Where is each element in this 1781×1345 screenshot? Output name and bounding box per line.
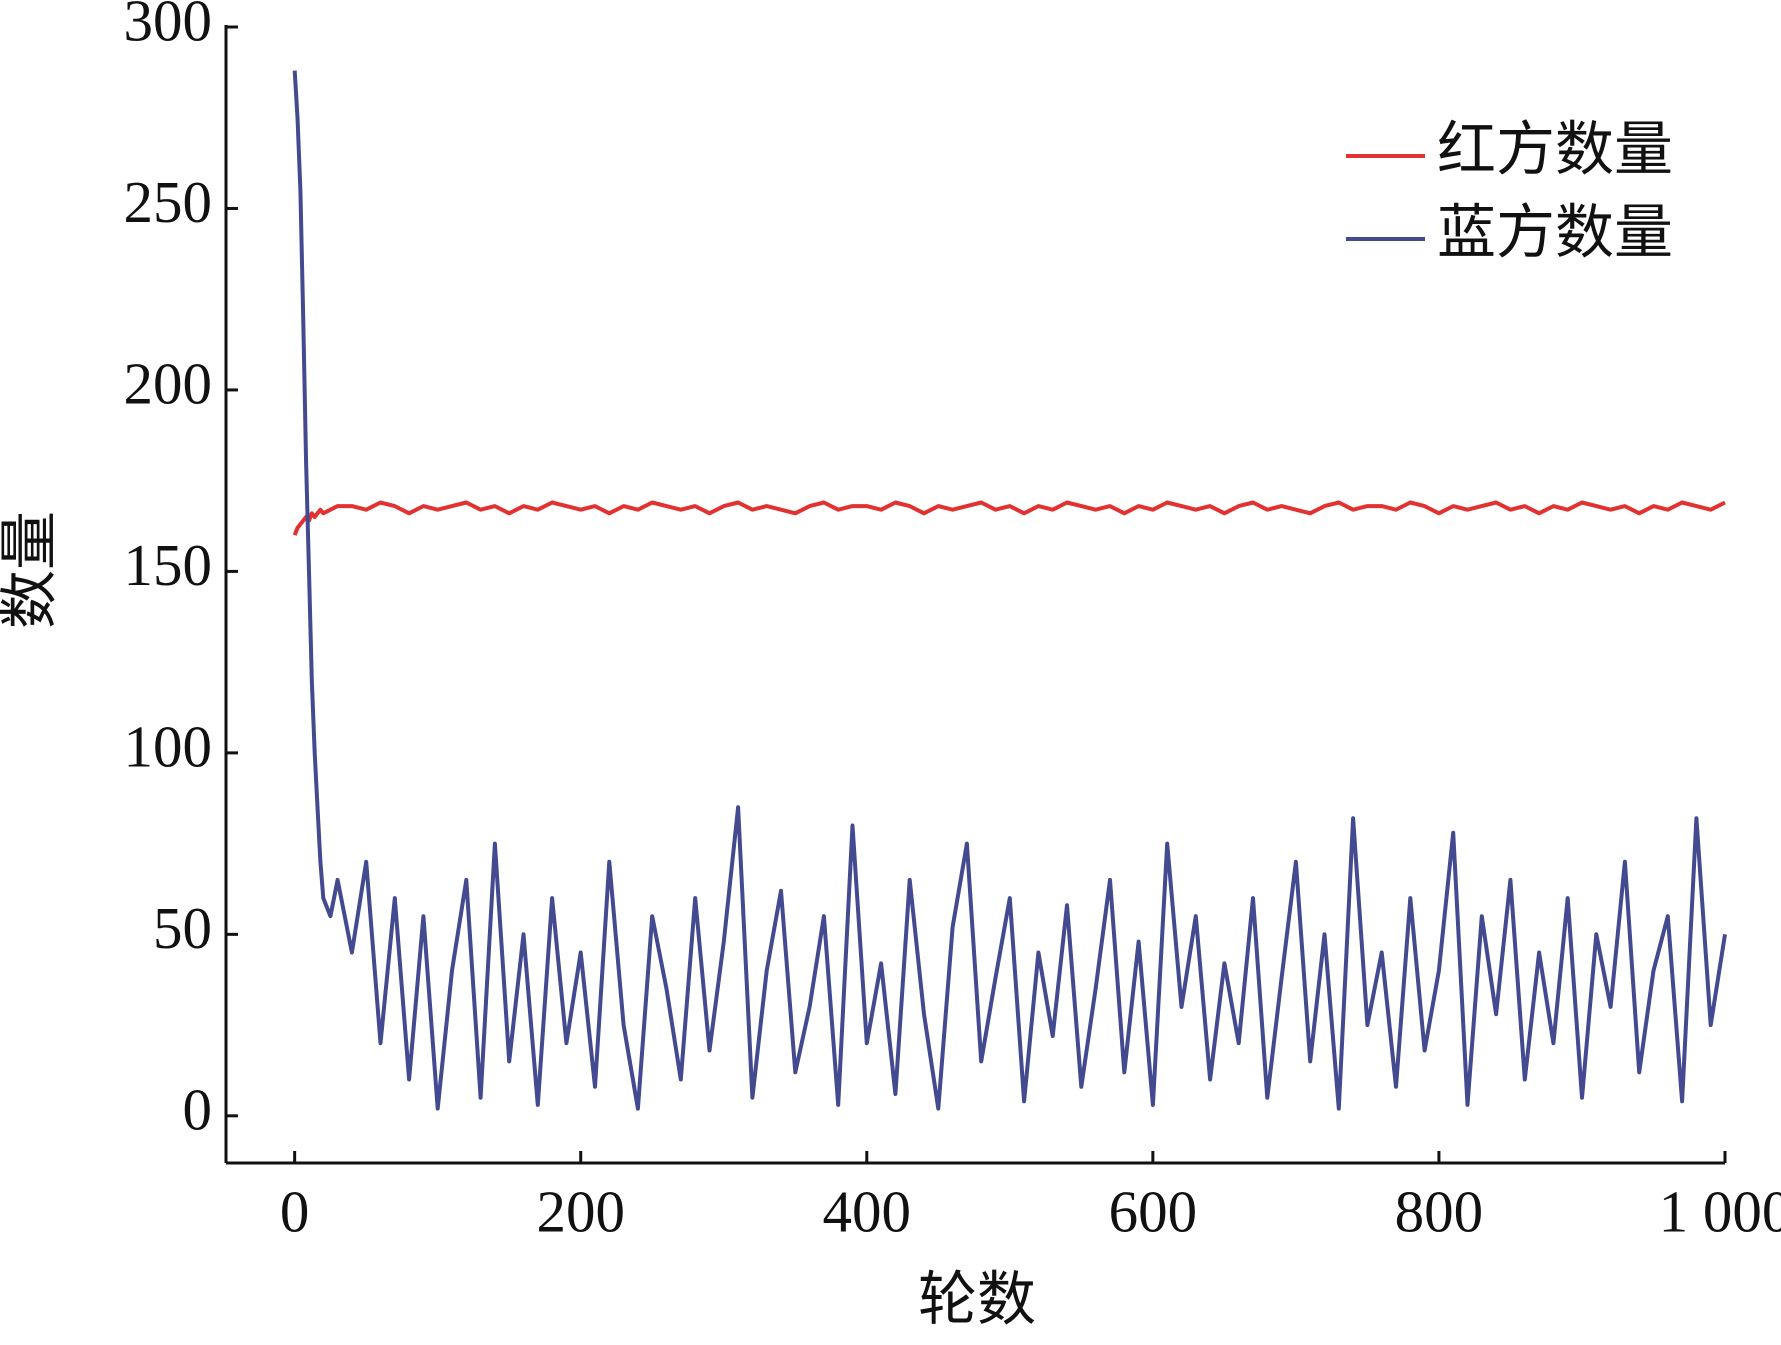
- y-axis-label: 数量: [0, 511, 63, 629]
- y-tick-label: 100: [124, 713, 213, 779]
- x-tick-label: 200: [536, 1179, 625, 1245]
- y-tick-label: 250: [124, 169, 213, 235]
- y-tick-label: 50: [153, 895, 212, 961]
- x-tick-label: 1 000: [1659, 1179, 1781, 1245]
- x-tick-label: 0: [280, 1179, 310, 1245]
- x-tick-label: 800: [1395, 1179, 1484, 1245]
- legend-label: 蓝方数量: [1437, 200, 1673, 266]
- x-tick-label: 600: [1109, 1179, 1198, 1245]
- y-tick-label: 0: [183, 1076, 213, 1142]
- y-tick-label: 200: [124, 350, 213, 416]
- series-line: [292, 500, 1726, 536]
- legend-label: 红方数量: [1437, 117, 1673, 183]
- x-axis-label: 轮数: [918, 1267, 1036, 1333]
- y-tick-label: 150: [124, 532, 213, 598]
- y-tick-label: 300: [124, 0, 213, 54]
- series-line: [292, 70, 1727, 1111]
- x-tick-label: 400: [823, 1179, 912, 1245]
